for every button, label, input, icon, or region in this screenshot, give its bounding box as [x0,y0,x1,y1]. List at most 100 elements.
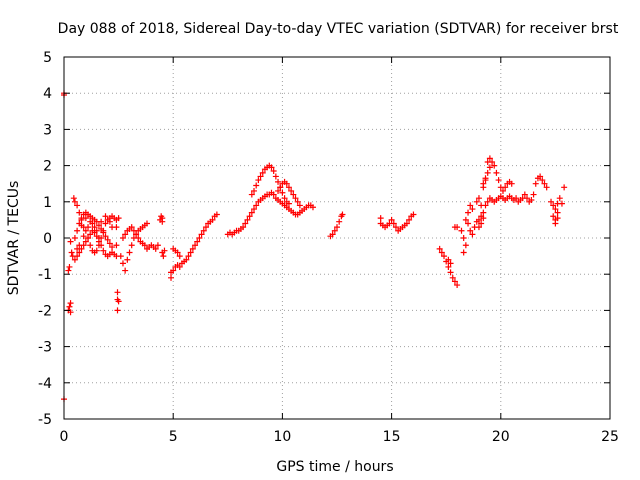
data-point [275,178,282,185]
data-point [475,216,482,223]
data-point [294,198,301,205]
data-point [550,202,557,209]
data-point [285,200,292,207]
data-point [458,227,465,234]
data-point [486,155,493,162]
data-point [209,216,216,223]
data-point [480,180,487,187]
data-point [248,191,255,198]
data-point [187,249,194,256]
data-point [554,215,561,222]
data-point [270,168,277,175]
data-point [168,274,175,281]
y-tick-label: 3 [43,122,52,138]
data-point [478,220,485,227]
data-point [244,216,251,223]
data-point [109,244,116,251]
data-point [70,195,77,202]
data-point [87,231,94,238]
data-point [281,195,288,202]
data-point [478,202,485,209]
data-point [279,189,286,196]
data-point [76,209,83,216]
data-point [272,173,279,180]
data-point [253,182,260,189]
data-point [480,209,487,216]
data-point [93,247,100,254]
data-point [128,224,135,231]
data-point [82,238,89,245]
data-point [91,229,98,236]
data-point [67,238,74,245]
data-point [119,260,126,267]
data-point [114,289,121,296]
data-point [469,231,476,238]
data-point [447,269,454,276]
data-point [82,227,89,234]
y-tick-label: 0 [43,231,52,247]
data-point [85,224,92,231]
data-point [290,191,297,198]
data-point [406,216,413,223]
data-point [508,180,515,187]
data-point [521,191,528,198]
data-point [65,267,72,274]
data-point [194,238,201,245]
x-tick-label: 10 [273,429,291,445]
data-points [61,90,568,403]
data-point [410,211,417,218]
data-point [465,209,472,216]
data-point [192,242,199,249]
data-point [528,196,535,203]
data-point [98,218,105,225]
data-point [74,253,81,260]
data-point [502,184,509,191]
data-point [277,184,284,191]
data-point [482,175,489,182]
data-point [76,242,83,249]
data-point [275,187,282,194]
data-point [561,184,568,191]
data-point [95,222,102,229]
data-point [174,249,181,256]
data-point [143,220,150,227]
data-point [111,215,118,222]
data-point [160,253,167,260]
data-point [484,169,491,176]
y-tick-label: 5 [43,50,52,66]
data-point [66,263,73,270]
axis-ticks: 0 5 10 15 20 25 -5 -4 -3 -2 -1 0 1 2 3 4 5 [38,50,619,445]
data-point [152,245,159,252]
x-tick-label: 5 [169,429,178,445]
data-point [441,253,448,260]
data-point [91,224,98,231]
data-point [285,184,292,191]
data-point [200,227,207,234]
data-point [114,307,121,314]
data-point [339,211,346,218]
data-point [100,229,107,236]
data-point [552,220,559,227]
data-point [251,187,258,194]
data-point [113,242,120,249]
data-point [253,202,260,209]
data-point [451,278,458,285]
data-point [74,227,81,234]
data-point [469,206,476,213]
x-tick-label: 0 [60,429,69,445]
data-point [67,300,74,307]
data-point [336,218,343,225]
data-point [480,215,487,222]
data-point [68,249,75,256]
data-point [309,204,316,211]
data-point [242,220,249,227]
data-point [445,256,452,263]
data-point [104,236,111,243]
data-point [128,242,135,249]
data-point [98,242,105,249]
data-point [388,216,395,223]
data-point [255,177,262,184]
data-point [454,282,461,289]
data-point [102,220,109,227]
